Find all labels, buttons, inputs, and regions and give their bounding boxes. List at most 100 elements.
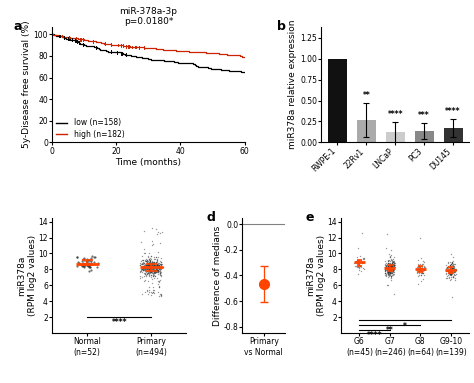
Point [386, 269, 393, 275]
Point [144, 261, 151, 267]
Point [150, 266, 157, 272]
Point [384, 269, 392, 275]
Point [149, 287, 156, 293]
Point [145, 268, 152, 275]
Point [387, 264, 395, 270]
Point [147, 262, 155, 268]
Point [155, 268, 162, 274]
Point [387, 247, 395, 254]
Point [144, 262, 151, 268]
X-axis label: Time (months): Time (months) [115, 159, 182, 167]
Point [385, 265, 393, 272]
Point [384, 274, 392, 280]
Point [157, 292, 164, 298]
Point [446, 263, 454, 269]
Point [383, 282, 391, 288]
Point [139, 264, 146, 270]
Point [386, 270, 394, 276]
Point [145, 266, 153, 272]
Point [386, 254, 393, 260]
Point [388, 267, 395, 273]
Point [444, 272, 452, 278]
Point [151, 264, 158, 270]
Point [137, 268, 145, 275]
Point [144, 265, 151, 271]
Point [382, 265, 390, 271]
Point [148, 260, 156, 266]
Point [140, 265, 147, 271]
Point [447, 269, 454, 275]
Point [150, 262, 157, 268]
Point [447, 266, 455, 272]
Point [152, 267, 159, 273]
Point [148, 266, 156, 272]
Point [444, 263, 452, 269]
Point [148, 264, 155, 270]
Point [157, 265, 164, 272]
Point [387, 265, 395, 271]
Point [419, 270, 427, 276]
Point [151, 263, 159, 269]
Point [146, 270, 153, 277]
Point [384, 269, 392, 275]
Point [353, 257, 360, 263]
Point [358, 260, 365, 267]
Point [155, 262, 162, 268]
Point [147, 253, 155, 259]
Point [146, 262, 154, 268]
Point [154, 278, 162, 285]
Point [420, 272, 428, 278]
Point [150, 268, 157, 274]
Point [151, 267, 159, 273]
Point [385, 251, 393, 257]
Point [85, 260, 93, 266]
Point [389, 260, 396, 266]
Point [389, 256, 397, 262]
Point [383, 269, 391, 275]
Point [385, 265, 393, 271]
Point [448, 268, 456, 274]
Point [139, 257, 146, 263]
Point [138, 253, 146, 259]
Point [382, 268, 389, 274]
Point [384, 266, 392, 272]
Point [450, 270, 458, 277]
Point [448, 294, 456, 300]
Point [384, 263, 392, 269]
Point [147, 266, 155, 272]
Point [388, 266, 395, 272]
Point [143, 262, 151, 268]
Point [152, 263, 160, 269]
Point [144, 271, 151, 277]
Point [148, 267, 156, 273]
Point [389, 262, 396, 268]
Point [383, 270, 391, 276]
Point [149, 267, 156, 273]
Point [446, 267, 453, 273]
Point [147, 268, 155, 275]
Point [447, 266, 455, 272]
Point [385, 272, 392, 278]
Point [153, 254, 160, 260]
Point [447, 272, 454, 278]
Point [80, 262, 88, 268]
Point [418, 261, 426, 267]
Point [446, 272, 454, 278]
Point [145, 264, 152, 270]
Point [385, 270, 392, 276]
Point [152, 262, 159, 268]
Point [389, 259, 397, 265]
Point [446, 270, 454, 277]
Point [145, 265, 153, 272]
Point [149, 261, 156, 267]
Point [385, 266, 393, 272]
Point [385, 268, 392, 274]
Point [156, 265, 164, 272]
Point [443, 265, 450, 272]
Point [153, 265, 160, 271]
Point [390, 291, 398, 298]
Legend: low (n=158), high (n=182): low (n=158), high (n=182) [56, 118, 124, 139]
Point [147, 260, 155, 266]
Point [155, 265, 162, 271]
Point [385, 266, 393, 272]
